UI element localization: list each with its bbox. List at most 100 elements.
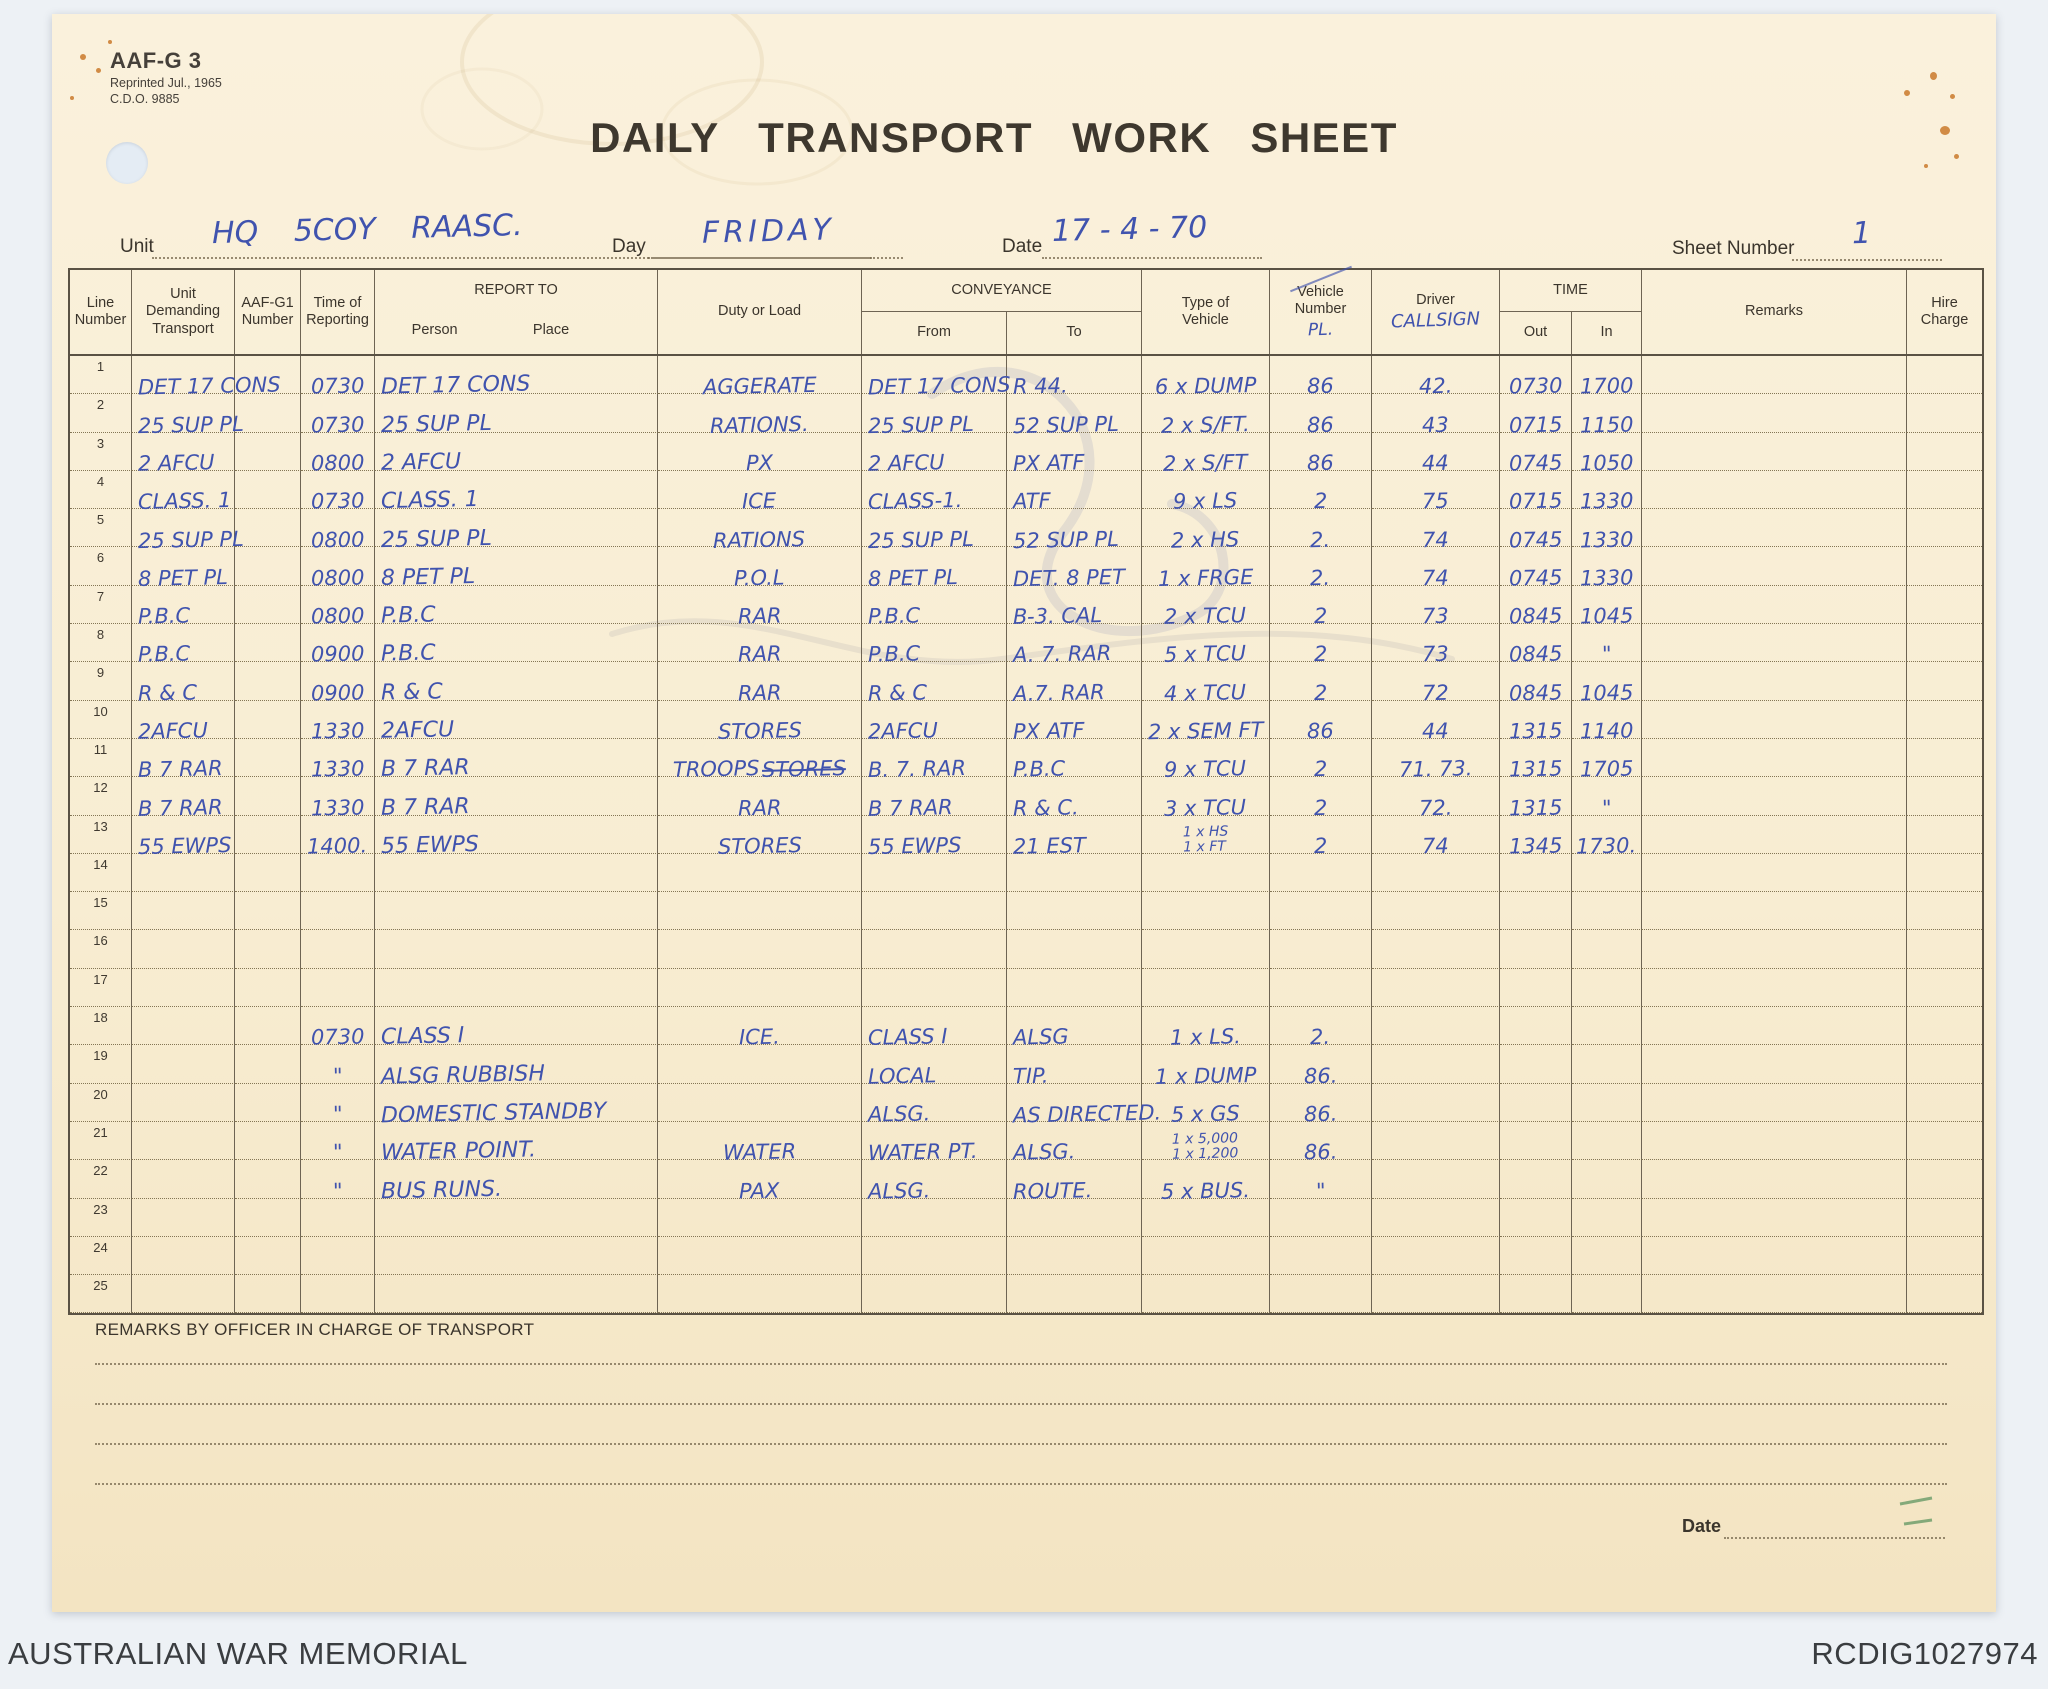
- cell-unit: [132, 853, 235, 893]
- cell-from: 8 PET PL: [862, 547, 1007, 591]
- cell-driver: 73: [1372, 585, 1500, 628]
- cell-from: CLASS-1.: [862, 470, 1007, 514]
- cell-line: 19: [70, 1045, 132, 1084]
- cell-type: [1142, 892, 1270, 931]
- cell-out: 1345: [1500, 815, 1572, 858]
- cell-from: [862, 1236, 1007, 1276]
- cell-aafg1: [235, 815, 301, 854]
- sheet-number-label: Sheet Number: [1672, 238, 1795, 259]
- cell-veh: 86: [1270, 432, 1372, 475]
- header-person: Person: [411, 321, 458, 338]
- cell-driver: [1372, 968, 1500, 1008]
- cell-type: 2 x TCU: [1142, 585, 1270, 629]
- cell-in: [1572, 1007, 1642, 1046]
- cell-line: 3: [70, 432, 132, 471]
- cell-time: 0900: [301, 662, 375, 705]
- cell-out: 1315: [1500, 700, 1572, 744]
- cell-person: [375, 968, 658, 1008]
- line-number: 23: [93, 1201, 108, 1217]
- form-cdo-line: C.D.O. 9885: [110, 92, 180, 106]
- cell-line: 16: [70, 930, 132, 969]
- cell-time: 0800: [301, 547, 375, 590]
- cell-duty: [658, 1236, 862, 1276]
- line-number: 21: [93, 1124, 108, 1140]
- line-number: 24: [93, 1239, 108, 1255]
- cell-line: 20: [70, 1083, 132, 1122]
- cell-to: ALSG: [1007, 1007, 1142, 1050]
- cell-out: 1315: [1500, 777, 1572, 820]
- cell-remarks: [1642, 624, 1907, 663]
- cell-type: 3 x TCU: [1142, 777, 1270, 820]
- cell-out: [1500, 853, 1572, 893]
- cell-line: 9: [70, 662, 132, 701]
- cell-in: [1572, 968, 1642, 1008]
- cell-time: [301, 1198, 375, 1237]
- rust-speck: [80, 54, 86, 60]
- cell-hire: [1907, 1237, 1982, 1276]
- cell-to: P.B.C: [1007, 738, 1142, 782]
- cell-aafg1: [235, 1198, 301, 1237]
- cell-person: 25 SUP PL: [375, 509, 658, 553]
- header-conveyance: CONVEYANCE: [862, 270, 1142, 312]
- line-number: 19: [93, 1048, 108, 1064]
- cell-duty: RAR: [658, 662, 862, 705]
- cell-time: 0900: [301, 624, 375, 667]
- cell-hire: [1907, 624, 1982, 663]
- date-dotline: [1042, 257, 1262, 259]
- cell-type: 1 x FRGE: [1142, 547, 1270, 591]
- cell-hire: [1907, 1045, 1982, 1084]
- line-number: 18: [93, 1010, 108, 1026]
- rust-speck: [96, 68, 101, 73]
- cell-veh: 2: [1270, 738, 1372, 781]
- cell-type: [1142, 1275, 1270, 1314]
- cell-person: B 7 RAR: [375, 738, 658, 782]
- cell-from: R & C: [862, 662, 1007, 705]
- cell-to: PX ATF: [1007, 700, 1142, 744]
- cell-person: B 7 RAR: [375, 777, 658, 821]
- cell-in: 1705: [1572, 738, 1642, 782]
- rust-speck: [1924, 164, 1928, 168]
- cell-driver: 74: [1372, 815, 1500, 858]
- cell-out: [1500, 1121, 1572, 1161]
- cell-driver: [1372, 1083, 1500, 1122]
- cell-in: 1050: [1572, 432, 1642, 476]
- header-person-place: Person Place: [375, 312, 658, 354]
- cell-out: 0745: [1500, 547, 1572, 590]
- cell-person: R & C: [375, 662, 658, 705]
- sheet-number-value: 1: [1851, 215, 1872, 252]
- cell-type: 5 x GS: [1142, 1083, 1270, 1127]
- cell-unit: [132, 1198, 235, 1237]
- cell-to: AS DIRECTED.: [1007, 1083, 1161, 1128]
- date-label: Date: [1002, 236, 1043, 257]
- cell-line: 25: [70, 1275, 132, 1314]
- handwritten-entry: 1 x 5,000 1 x 1,200: [1172, 1130, 1239, 1163]
- cell-veh: 86.: [1270, 1045, 1372, 1088]
- cell-remarks: [1642, 968, 1907, 1008]
- header-vehicle-number: Vehicle Number PL.: [1270, 265, 1372, 354]
- cell-aafg1: [235, 662, 301, 701]
- cell-hire: [1907, 892, 1982, 931]
- cell-out: [1500, 968, 1572, 1008]
- rust-speck: [108, 40, 112, 44]
- bottom-date-label: Date: [1682, 1516, 1722, 1536]
- cell-aafg1: [235, 1275, 301, 1314]
- cell-remarks: [1642, 356, 1907, 395]
- cell-to: [1007, 892, 1142, 931]
- cell-line: 18: [70, 1007, 132, 1046]
- cell-driver: 43: [1372, 394, 1500, 437]
- cell-duty: [658, 1275, 862, 1314]
- cell-from: WATER PT.: [862, 1121, 1007, 1165]
- cell-remarks: [1642, 1236, 1907, 1276]
- cell-time: 0730: [301, 1007, 375, 1050]
- cell-out: 1315: [1500, 738, 1572, 782]
- remarks-section-label: REMARKS BY OFFICER IN CHARGE OF TRANSPOR…: [95, 1320, 535, 1339]
- unit-label: Unit: [120, 236, 154, 257]
- cell-type: [1142, 1236, 1270, 1276]
- cell-time: 1400.: [301, 815, 375, 859]
- cell-hire: [1907, 1275, 1982, 1314]
- cell-type: 2 x HS: [1142, 509, 1270, 552]
- cell-remarks: [1642, 853, 1907, 893]
- cell-type: 1 x 5,000 1 x 1,200: [1142, 1121, 1270, 1163]
- line-number: 15: [93, 895, 108, 911]
- cell-to: DET. 8 PET: [1007, 547, 1142, 591]
